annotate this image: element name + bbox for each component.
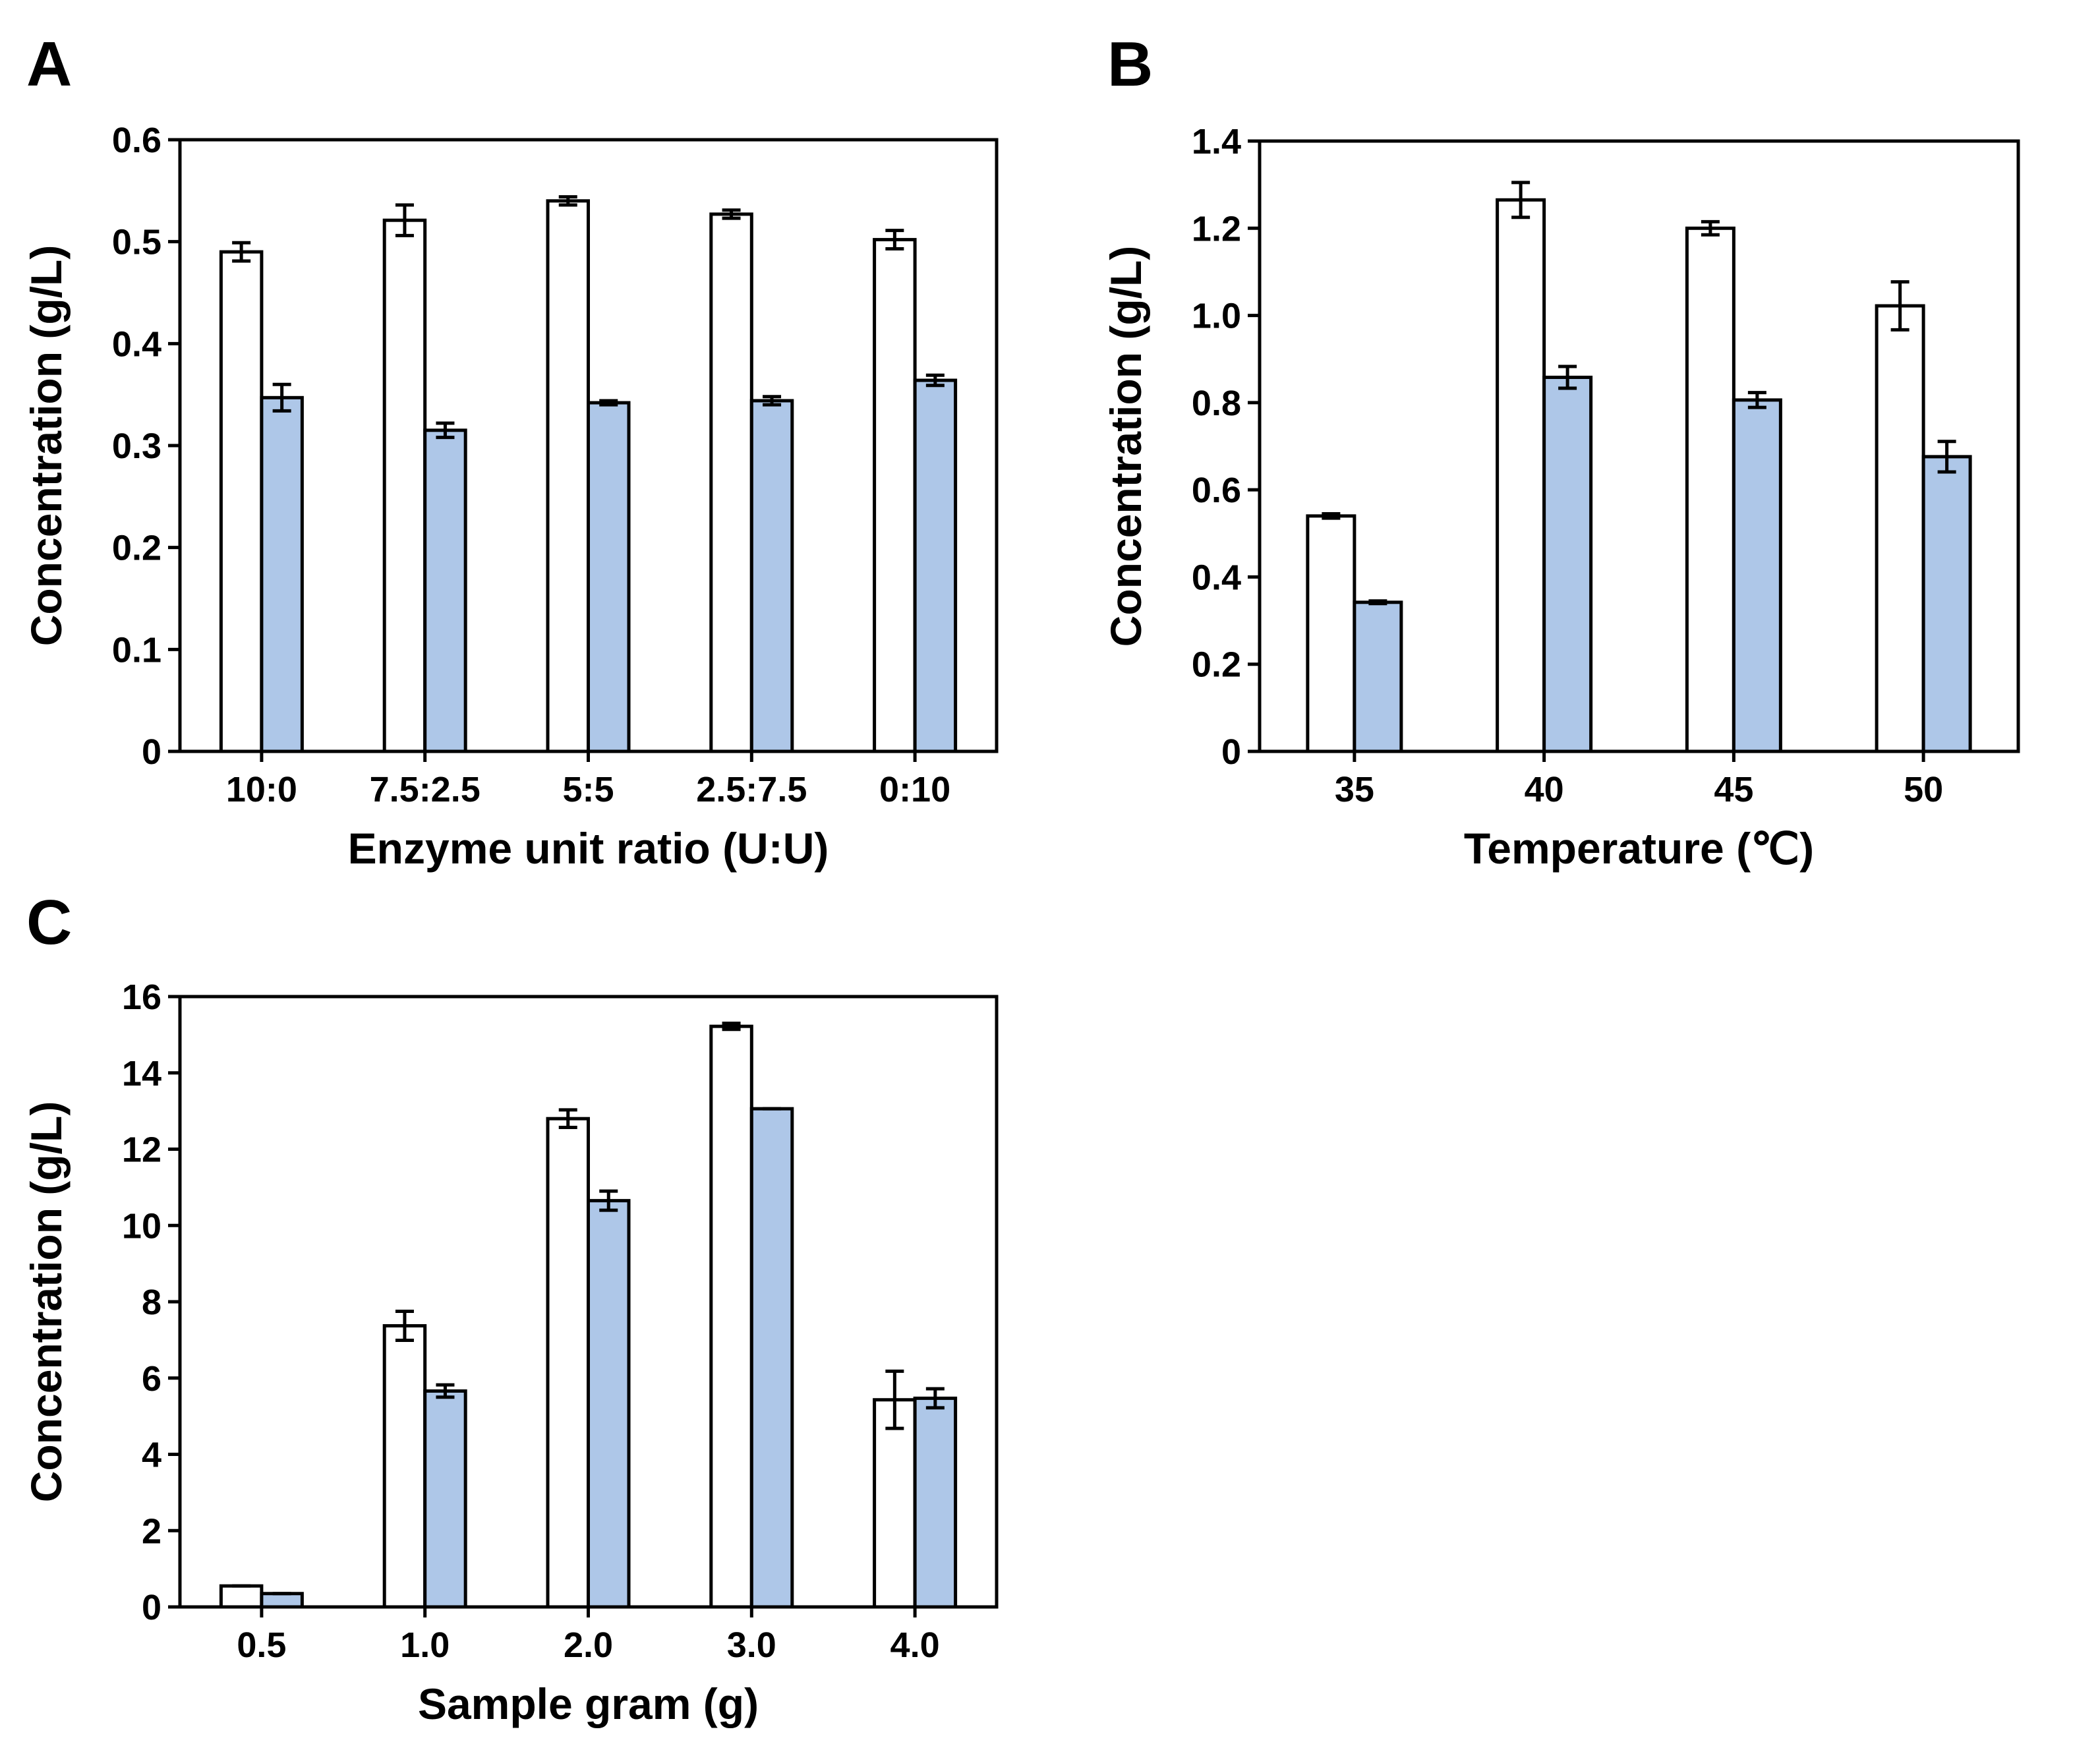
bar-series-2 xyxy=(749,399,794,753)
y-tick-label: 0.8 xyxy=(1192,384,1241,423)
y-tick-label: 14 xyxy=(122,1054,161,1093)
bar-series-1 xyxy=(873,1398,917,1609)
x-tick-label: 5:5 xyxy=(562,770,614,809)
bar-series-1 xyxy=(1875,304,1925,753)
chart-panel-b: B 0 0.2 0.4 0.6 0.8 1.0 1.2 1.4 35 40 45 50 Temperatu… xyxy=(1101,29,2020,873)
x-axis-title: Enzyme unit ratio (U:U) xyxy=(348,824,829,873)
y-tick-label: 1.0 xyxy=(1192,297,1241,336)
y-tick-label: 6 xyxy=(142,1359,161,1399)
plot-frame xyxy=(178,138,999,753)
x-tick-label: 4.0 xyxy=(890,1625,940,1665)
panel-label: A xyxy=(26,29,72,100)
y-tick-label: 0.4 xyxy=(1192,558,1241,597)
bar-series-1 xyxy=(1496,198,1546,753)
plot-frame xyxy=(178,995,999,1609)
x-tick-label: 0.5 xyxy=(237,1625,286,1665)
y-axis-title: Concentration (g/L) xyxy=(1101,246,1150,647)
bar-series-2 xyxy=(260,1592,304,1609)
panel-label: C xyxy=(26,887,72,958)
x-axis-title: Temperature (℃) xyxy=(1464,824,1814,873)
y-tick-label: 1.4 xyxy=(1192,122,1241,161)
y-tick-label: 10 xyxy=(122,1206,161,1246)
y-tick-label: 12 xyxy=(122,1130,161,1170)
x-tick-label: 45 xyxy=(1714,770,1753,809)
bar-series-2 xyxy=(913,1396,958,1609)
bar-series-2 xyxy=(587,1199,631,1609)
y-tick-label: 0.2 xyxy=(1192,645,1241,685)
chart-panel-a: A 0 0.1 0.2 0.3 0.4 0.5 0.6 10:0 7.5:2.5 5:5 2.5:7.… xyxy=(22,29,999,873)
y-tick-label: 0.1 xyxy=(112,630,161,670)
y-tick-label: 2 xyxy=(142,1511,161,1551)
chart-panel-c: C 0 2 4 6 8 10 12 14 16 0.5 1.0 2.0 3.0 4.0 Sample gram… xyxy=(22,887,999,1728)
y-tick-label: 0.6 xyxy=(112,121,161,160)
bar-series-2 xyxy=(1542,375,1593,753)
bar-series-1 xyxy=(873,238,917,753)
bar-series-1 xyxy=(1306,514,1356,753)
bar-series-2 xyxy=(749,1107,794,1609)
y-tick-label: 0 xyxy=(142,1588,161,1627)
y-axis-title: Concentration (g/L) xyxy=(22,245,71,647)
y-tick-label: 0.3 xyxy=(112,426,161,466)
x-tick-label: 1.0 xyxy=(400,1625,450,1665)
x-tick-label: 40 xyxy=(1525,770,1564,809)
bar-series-2 xyxy=(260,395,304,753)
bar-series-1 xyxy=(382,218,427,753)
y-tick-label: 0.6 xyxy=(1192,471,1241,510)
bar-series-1 xyxy=(546,1117,590,1609)
y-tick-label: 8 xyxy=(142,1283,161,1322)
bar-series-2 xyxy=(423,428,467,753)
bar-series-1 xyxy=(709,1024,753,1609)
x-tick-label: 3.0 xyxy=(727,1625,776,1665)
y-tick-label: 4 xyxy=(142,1436,161,1475)
y-tick-label: 0.5 xyxy=(112,223,161,262)
y-tick-label: 0 xyxy=(1221,732,1241,772)
bar-series-1 xyxy=(219,250,264,753)
x-tick-label: 2.5:7.5 xyxy=(696,770,807,809)
bar-series-2 xyxy=(913,378,958,753)
x-tick-label: 50 xyxy=(1904,770,1943,809)
y-tick-label: 0.2 xyxy=(112,529,161,568)
bar-series-2 xyxy=(587,401,631,753)
bar-series-1 xyxy=(546,199,590,753)
y-tick-label: 0.4 xyxy=(112,324,161,364)
bar-series-1 xyxy=(382,1324,427,1609)
y-tick-label: 16 xyxy=(122,977,161,1017)
y-axis-title: Concentration (g/L) xyxy=(22,1101,71,1503)
bar-series-2 xyxy=(1353,600,1403,753)
x-tick-label: 35 xyxy=(1335,770,1374,809)
bar-series-1 xyxy=(709,212,753,753)
bar-series-2 xyxy=(1921,455,1972,753)
x-tick-label: 7.5:2.5 xyxy=(370,770,481,809)
x-axis-title: Sample gram (g) xyxy=(418,1679,759,1728)
x-tick-label: 0:10 xyxy=(879,770,950,809)
x-tick-label: 2.0 xyxy=(564,1625,613,1665)
x-tick-label: 10:0 xyxy=(226,770,297,809)
bar-series-2 xyxy=(423,1389,467,1609)
y-tick-label: 0 xyxy=(142,732,161,772)
plot-frame xyxy=(1258,139,2020,753)
panel-label: B xyxy=(1107,29,1153,100)
bar-series-1 xyxy=(219,1584,264,1609)
bar-series-1 xyxy=(1685,226,1735,753)
bar-series-2 xyxy=(1732,398,1782,753)
y-tick-label: 1.2 xyxy=(1192,209,1241,248)
